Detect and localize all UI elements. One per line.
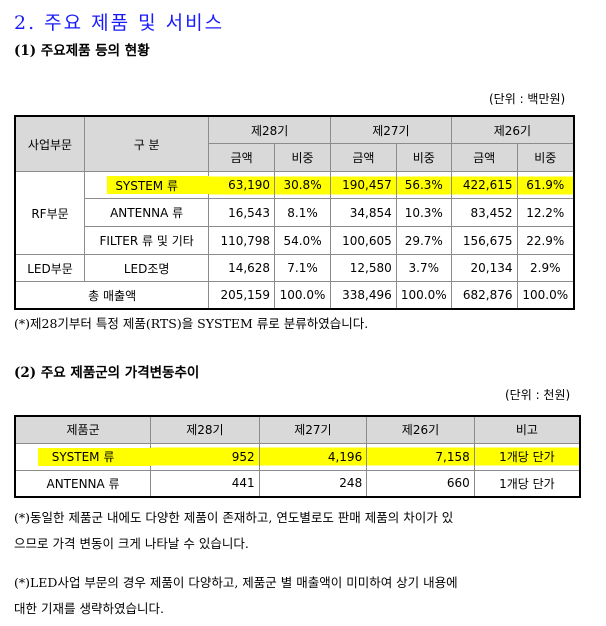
note-line: (*)동일한 제품군 내에도 다양한 제품이 존재하고, 연도별로도 판매 제품… — [14, 510, 454, 525]
amount-cell: 16,543 — [208, 198, 276, 227]
share-cell: 12.2% — [516, 198, 575, 227]
amount-cell: 682,876 — [450, 281, 518, 310]
header-period-27: 제27기 — [258, 415, 368, 444]
table-row: ANTENNA 류 16,543 8.1% 34,854 10.3% 83,45… — [15, 198, 575, 227]
item-label: ANTENNA 류 — [84, 198, 210, 227]
header-period-27: 제27기 — [330, 115, 452, 144]
price-cell: 7,158 — [366, 442, 475, 471]
amount-cell: 12,580 — [330, 254, 397, 282]
header-share: 비중 — [516, 143, 575, 172]
price-cell: 248 — [258, 469, 368, 498]
group-label: ANTENNA 류 — [14, 469, 152, 498]
subsection-title-products: (1) 주요제품 등의 현황 — [14, 43, 150, 59]
total-label: 총 매출액 — [14, 281, 210, 310]
note-led: (*)LED사업 부문의 경우 제품이 다양하고, 제품군 별 매출액이 미미하… — [14, 570, 458, 622]
unit-label-1: (단위 : 백만원) — [489, 92, 566, 106]
amount-cell: 20,134 — [450, 254, 518, 282]
share-cell: 54.0% — [274, 226, 332, 255]
amount-cell: 110,798 — [208, 226, 276, 255]
item-cell: SYSTEM 류 — [84, 171, 210, 199]
price-cell: 660 — [366, 469, 475, 498]
amount-cell: 14,628 — [208, 254, 276, 282]
division-led: LED부문 — [14, 254, 86, 282]
share-cell: 30.8% — [274, 171, 332, 199]
item-label: FILTER 류 및 기타 — [84, 226, 210, 255]
group-label: SYSTEM 류 — [51, 450, 115, 464]
division-rf: RF부문 — [14, 171, 86, 255]
amount-cell: 100,605 — [330, 226, 397, 255]
amount-cell: 205,159 — [208, 281, 276, 310]
header-period-28: 제28기 — [208, 115, 332, 144]
share-cell: 61.9% — [516, 171, 575, 199]
amount-cell: 338,496 — [330, 281, 397, 310]
header-product-group: 제품군 — [14, 415, 152, 444]
note-price-variation: (*)동일한 제품군 내에도 다양한 제품이 존재하고, 연도별로도 판매 제품… — [14, 505, 453, 557]
share-cell: 3.7% — [395, 254, 452, 282]
note-line: 대한 기재를 생략하였습니다. — [14, 601, 164, 616]
products-table: 사업부문 구 분 제28기 제27기 제26기 금액 비중 금액 비중 금액 비… — [14, 115, 575, 310]
amount-cell: 83,452 — [450, 198, 518, 227]
header-category: 구 분 — [84, 115, 210, 172]
note-line: (*)LED사업 부문의 경우 제품이 다양하고, 제품군 별 매출액이 미미하… — [14, 575, 458, 590]
header-share: 비중 — [395, 143, 452, 172]
remark-cell: 1개당 단가 — [473, 469, 581, 498]
header-period-26: 제26기 — [450, 115, 575, 144]
header-division: 사업부문 — [14, 115, 86, 172]
group-cell: SYSTEM 류 — [14, 442, 152, 471]
amount-cell: 34,854 — [330, 198, 397, 227]
price-table: 제품군 제28기 제27기 제26기 비고 SYSTEM 류 952 4,196… — [14, 415, 581, 498]
share-cell: 29.7% — [395, 226, 452, 255]
table-row-system: RF부문 SYSTEM 류 63,190 30.8% 190,457 56.3%… — [14, 171, 575, 255]
amount-cell: 156,675 — [450, 226, 518, 255]
note-line: 으므로 가격 변동이 크게 나타날 수 있습니다. — [14, 536, 249, 551]
subsection-title-prices: (2) 주요 제품군의 가격변동추이 — [14, 365, 200, 381]
share-cell: 100.0% — [395, 281, 452, 310]
share-cell: 56.3% — [395, 171, 452, 199]
header-amount: 금액 — [330, 143, 397, 172]
share-cell: 22.9% — [516, 226, 575, 255]
price-cell: 952 — [150, 442, 260, 471]
item-label: SYSTEM 류 — [115, 178, 178, 193]
header-amount: 금액 — [208, 143, 276, 172]
amount-cell: 190,457 — [330, 171, 397, 199]
table-row: LED부문 LED조명 14,628 7.1% 12,580 3.7% 20,1… — [14, 254, 575, 282]
header-period-26: 제26기 — [366, 415, 475, 444]
share-cell: 7.1% — [274, 254, 332, 282]
remark-cell: 1개당 단가 — [473, 442, 581, 471]
header-share: 비중 — [274, 143, 332, 172]
share-cell: 100.0% — [274, 281, 332, 310]
header-remark: 비고 — [473, 415, 581, 444]
header-amount: 금액 — [450, 143, 518, 172]
share-cell: 8.1% — [274, 198, 332, 227]
unit-label-2: (단위 : 천원) — [505, 388, 571, 402]
item-label: LED조명 — [84, 254, 210, 282]
table-row-system: SYSTEM 류 952 4,196 7,158 1개당 단가 — [14, 442, 581, 471]
table-row-total: 총 매출액 205,159 100.0% 338,496 100.0% 682,… — [14, 281, 575, 310]
amount-cell: 63,190 — [208, 171, 276, 199]
price-cell: 4,196 — [258, 442, 368, 471]
amount-cell: 422,615 — [450, 171, 518, 199]
share-cell: 10.3% — [395, 198, 452, 227]
share-cell: 2.9% — [516, 254, 575, 282]
section-title: 2. 주요 제품 및 서비스 — [14, 12, 225, 34]
price-cell: 441 — [150, 469, 260, 498]
table-row: ANTENNA 류 441 248 660 1개당 단가 — [14, 469, 581, 498]
header-period-28: 제28기 — [150, 415, 260, 444]
table-row: FILTER 류 및 기타 110,798 54.0% 100,605 29.7… — [15, 226, 575, 255]
note-rts: (*)제28기부터 특정 제품(RTS)을 SYSTEM 류로 분류하였습니다. — [14, 316, 369, 331]
share-cell: 100.0% — [516, 281, 575, 310]
